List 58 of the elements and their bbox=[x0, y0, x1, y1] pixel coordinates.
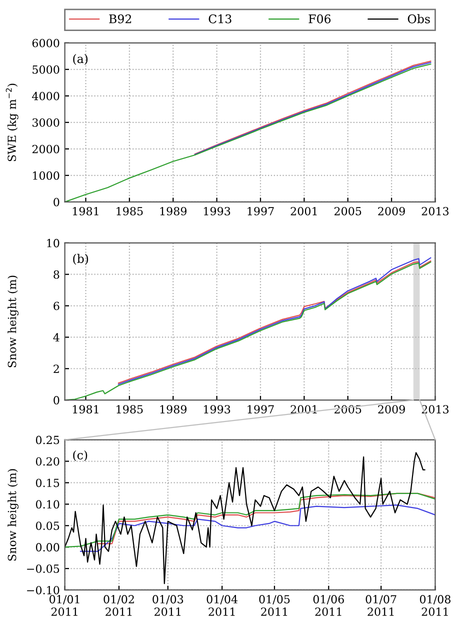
legend-label: C13 bbox=[208, 14, 232, 24]
legend-label: Obs bbox=[408, 14, 430, 24]
y-tick-label: 2000 bbox=[32, 144, 60, 154]
x-tick-label: 1989 bbox=[160, 206, 187, 216]
y-tick-label: 8 bbox=[54, 270, 60, 279]
x-tick-label: 2005 bbox=[334, 206, 362, 216]
y-axis-title: SWE (kg m$^{−2}$) bbox=[6, 84, 18, 162]
y-tick-label: 4000 bbox=[32, 92, 60, 100]
x-tick-label: 01/05 2011 bbox=[259, 595, 290, 616]
x-tick-label: 1985 bbox=[116, 405, 143, 414]
x-tick-label: 2009 bbox=[378, 405, 405, 414]
x-tick-label: 2013 bbox=[422, 206, 449, 216]
x-tick-label: 2009 bbox=[378, 206, 405, 216]
line-series bbox=[64, 64, 432, 202]
y-tick-label: 5000 bbox=[32, 65, 60, 74]
x-tick-label: 01/02 2011 bbox=[104, 595, 134, 616]
y-tick-label: 1000 bbox=[33, 171, 60, 180]
annotation: (a) bbox=[73, 54, 88, 65]
line-series bbox=[80, 504, 436, 552]
x-tick-label: 2001 bbox=[290, 206, 317, 216]
x-tick-label: 01/06 2011 bbox=[313, 595, 344, 616]
x-tick-label: 01/03 2011 bbox=[152, 595, 184, 616]
y-tick-label: 4 bbox=[53, 333, 60, 342]
y-tick-label: 6000 bbox=[32, 38, 60, 48]
x-tick-label: 1997 bbox=[248, 206, 274, 216]
x-tick-label: 01/07 2011 bbox=[366, 595, 396, 616]
x-tick-label: 1981 bbox=[72, 206, 98, 216]
x-tick-label: 01/01 2011 bbox=[50, 595, 80, 616]
x-tick-label: 2013 bbox=[422, 405, 449, 414]
y-tick-label: 0.05 bbox=[36, 522, 60, 530]
y-tick-label: 0.25 bbox=[36, 436, 60, 444]
x-tick-label: 01/04 2011 bbox=[206, 595, 238, 616]
y-axis-title: Snow height (m) bbox=[8, 276, 19, 368]
x-tick-label: 1981 bbox=[72, 405, 98, 414]
y-tick-label: −0.10 bbox=[27, 586, 60, 594]
y-tick-label: 0 bbox=[54, 198, 60, 206]
x-tick-label: 1993 bbox=[204, 405, 230, 414]
y-tick-label: 0.10 bbox=[36, 500, 60, 509]
y-tick-label: 10 bbox=[47, 238, 60, 248]
y-tick-label: −0.05 bbox=[27, 564, 60, 573]
legend-label: F06 bbox=[308, 14, 331, 24]
x-tick-label: 1993 bbox=[204, 206, 230, 216]
y-tick-label: 0 bbox=[54, 396, 60, 404]
x-tick-label: 1989 bbox=[160, 405, 187, 414]
annotation: (b) bbox=[73, 254, 88, 265]
legend-label: B92 bbox=[109, 14, 132, 24]
y-tick-label: 0.20 bbox=[36, 457, 60, 466]
x-tick-label: 1997 bbox=[248, 405, 274, 414]
y-axis-title: Snow height (m) bbox=[8, 469, 19, 561]
x-tick-label: 1985 bbox=[116, 206, 143, 216]
y-tick-label: 3000 bbox=[32, 118, 60, 127]
y-tick-label: 6 bbox=[54, 302, 60, 310]
line-series bbox=[64, 452, 426, 584]
y-tick-label: 2 bbox=[54, 364, 59, 373]
x-tick-label: 01/08 2011 bbox=[420, 595, 450, 616]
y-tick-label: 0.15 bbox=[36, 478, 60, 488]
y-tick-label: 0.00 bbox=[36, 543, 60, 552]
annotation: (c) bbox=[73, 450, 88, 462]
